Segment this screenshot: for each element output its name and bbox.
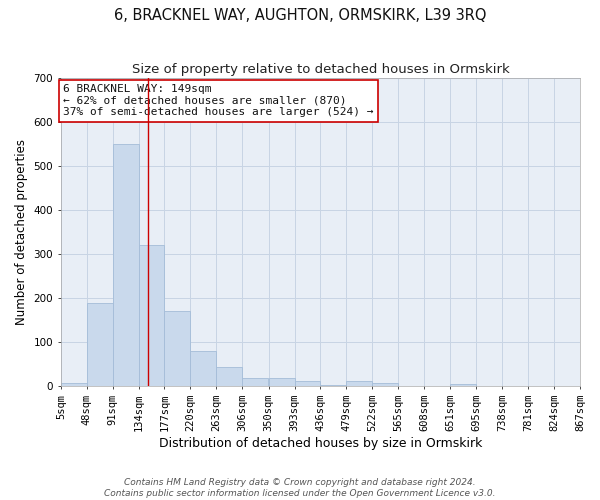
X-axis label: Distribution of detached houses by size in Ormskirk: Distribution of detached houses by size … xyxy=(159,437,482,450)
Bar xyxy=(190,351,216,386)
Text: 6, BRACKNEL WAY, AUGHTON, ORMSKIRK, L39 3RQ: 6, BRACKNEL WAY, AUGHTON, ORMSKIRK, L39 … xyxy=(114,8,486,22)
Bar xyxy=(164,312,190,386)
Bar xyxy=(61,383,87,386)
Bar xyxy=(295,381,320,386)
Bar xyxy=(346,381,372,386)
Text: Contains HM Land Registry data © Crown copyright and database right 2024.
Contai: Contains HM Land Registry data © Crown c… xyxy=(104,478,496,498)
Bar xyxy=(450,384,476,386)
Title: Size of property relative to detached houses in Ormskirk: Size of property relative to detached ho… xyxy=(131,62,509,76)
Text: 6 BRACKNEL WAY: 149sqm
← 62% of detached houses are smaller (870)
37% of semi-de: 6 BRACKNEL WAY: 149sqm ← 62% of detached… xyxy=(64,84,374,117)
Bar xyxy=(216,368,242,386)
Y-axis label: Number of detached properties: Number of detached properties xyxy=(15,139,28,325)
Bar xyxy=(139,246,164,386)
Bar xyxy=(242,378,268,386)
Bar xyxy=(269,378,295,386)
Bar xyxy=(113,144,139,386)
Bar xyxy=(87,302,113,386)
Bar xyxy=(372,383,398,386)
